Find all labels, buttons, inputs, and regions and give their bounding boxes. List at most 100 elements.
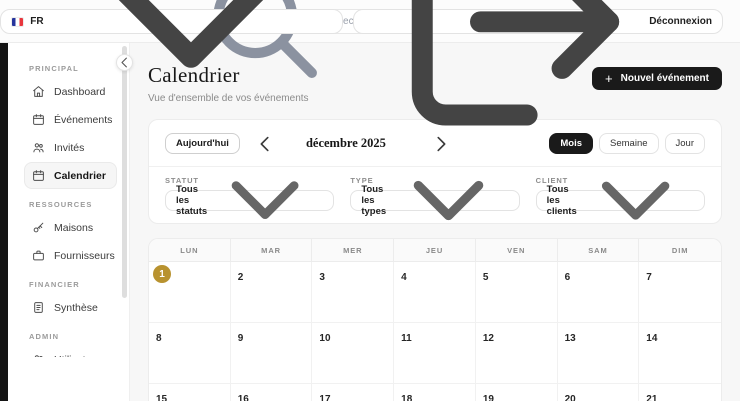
calendar-day-header: DIM — [671, 245, 689, 255]
filter-value: Tous les clients — [546, 184, 577, 217]
calendar-cell-14[interactable]: 14 — [639, 323, 721, 384]
sidebar-item-calendrier[interactable]: Calendrier — [24, 162, 117, 189]
calendar-cell-19[interactable]: 19 — [475, 384, 558, 401]
filter-value: Tous les types — [361, 184, 387, 217]
next-month-button[interactable] — [430, 133, 452, 154]
calendar-cell-18[interactable]: 18 — [394, 384, 476, 401]
users-icon — [32, 353, 45, 357]
sidebar-item-maisons[interactable]: Maisons — [24, 214, 117, 241]
view-button-mois[interactable]: Mois — [549, 133, 594, 154]
page-title: Calendrier — [148, 63, 240, 87]
filter-value: Tous les statuts — [176, 184, 208, 217]
sidebar-item-utilisateurs[interactable]: Utilisateurs — [24, 346, 117, 357]
language-label: FR — [30, 16, 44, 27]
calendar-day-header: JEU — [394, 239, 476, 261]
sidebar-item-label: Utilisateurs — [54, 354, 106, 358]
filter-statut: STATUT Tous les statuts — [165, 176, 335, 220]
calendar-cell-12[interactable]: 12 — [475, 323, 558, 384]
day-number: 2 — [237, 272, 244, 283]
filter-select-statut[interactable]: Tous les statuts — [165, 181, 335, 220]
day-number: 21 — [646, 394, 658, 401]
calendar-cell-21[interactable]: 21 — [639, 384, 721, 401]
sidebar-section: FINANCIER Synthèse — [24, 280, 117, 321]
calendar-cell-11[interactable]: 11 — [394, 323, 476, 384]
sidebar-item-fournisseurs[interactable]: Fournisseurs — [24, 242, 117, 269]
sidebar-item-label: Événements — [54, 113, 113, 126]
filter-type: TYPE Tous les types — [350, 176, 520, 221]
day-number: 14 — [646, 333, 658, 344]
calendar-icon — [32, 113, 45, 126]
logout-icon — [364, 0, 644, 161]
calendar-cell-4[interactable]: 4 — [394, 262, 476, 323]
page-subtitle: Vue d'ensemble de vos événements — [148, 93, 309, 104]
calendar-cell-8[interactable]: 8 — [149, 323, 231, 384]
sidebar: PRINCIPAL Dashboard Événements Invités Calen… — [0, 43, 133, 401]
day-number: 3 — [319, 272, 325, 283]
calendar-cell-6[interactable]: 6 — [557, 262, 640, 323]
calendar-cell-15[interactable]: 15 — [149, 384, 231, 401]
calendar-cell-17[interactable]: 17 — [312, 384, 395, 401]
filters-row: STATUT Tous les statuts TYPE Tous les types… — [165, 176, 705, 221]
topbar-actions: FR Déconnexion — [0, 0, 723, 126]
plus-icon: + — [605, 71, 613, 86]
filter-label: CLIENT — [535, 176, 569, 185]
calendar-day-header-row: LUN MAR MER JEU VEN SAM DIM — [149, 239, 721, 262]
current-month-label: décembre 2025 — [305, 136, 386, 150]
sidebar-section-title: PRINCIPAL — [29, 64, 79, 73]
day-number: 12 — [482, 333, 494, 344]
sidebar-item-label: Dashboard — [54, 85, 106, 98]
sidebar-item-invites[interactable]: Invités — [24, 134, 117, 161]
sidebar-item-synthese[interactable]: Synthèse — [24, 294, 117, 321]
today-badge: 1 — [153, 265, 171, 283]
chevron-down-icon — [207, 142, 323, 258]
sidebar-section-title: FINANCIER — [29, 280, 80, 289]
day-number: 20 — [564, 394, 576, 401]
sidebar-item-evenements[interactable]: Événements — [24, 106, 117, 133]
calendar-card: LUN MAR MER JEU VEN SAM DIM 1 2 3 4 5 6 7 8 9 10 11 12 13 1… — [148, 238, 722, 401]
sidebar-collapse-button[interactable] — [116, 54, 133, 71]
calendar-icon — [32, 169, 45, 182]
calendar-cell-13[interactable]: 13 — [557, 323, 640, 384]
sidebar-section: RESSOURCES Maisons Fournisseurs — [24, 200, 117, 269]
calendar-cell-20[interactable]: 20 — [557, 384, 640, 401]
view-toggle-group: Mois Semaine Jour — [549, 133, 705, 154]
calendar-cell-7[interactable]: 7 — [639, 262, 721, 323]
calendar-cell-16[interactable]: 16 — [230, 384, 313, 401]
calendar-day-header: MER — [312, 239, 395, 261]
day-number: 18 — [401, 394, 413, 401]
calendar-day-header: VEN — [476, 239, 558, 261]
calendar-cell-5[interactable]: 5 — [475, 262, 558, 323]
page-title-block: Calendrier Vue d'ensemble de vos événeme… — [148, 63, 309, 104]
view-button-semaine[interactable]: Semaine — [599, 133, 659, 154]
sidebar-section: ADMINUtilisateursRôles — [24, 332, 117, 357]
calendar-cell-2[interactable]: 2 — [230, 262, 313, 323]
today-button[interactable]: Aujourd'hui — [165, 133, 240, 154]
filter-client: CLIENT Tous les clients — [535, 176, 705, 220]
new-event-button[interactable]: + Nouvel événement — [592, 67, 722, 90]
chevron-down-icon — [577, 142, 694, 259]
calendar-toolbar: Aujourd'hui décembre 2025 Mois Semaine Jou… — [165, 133, 705, 154]
filter-select-type[interactable]: Tous les types — [350, 180, 520, 221]
language-selector[interactable]: FR — [0, 0, 343, 68]
day-number: 19 — [482, 394, 494, 401]
home-icon — [32, 85, 45, 98]
logout-button[interactable]: Déconnexion — [352, 0, 723, 126]
day-number: 4 — [401, 272, 407, 283]
day-number: 7 — [646, 272, 652, 283]
sidebar-item-dashboard[interactable]: Dashboard — [24, 78, 117, 105]
calendar-cell-3[interactable]: 3 — [312, 262, 395, 323]
calendar-cell-10[interactable]: 10 — [312, 323, 395, 384]
view-button-jour[interactable]: Jour — [664, 133, 705, 154]
sidebar-scrollbar[interactable] — [122, 46, 127, 298]
logout-label: Déconnexion — [649, 16, 712, 27]
calendar-day-header: LUN — [149, 239, 231, 261]
calendar-cell-1[interactable]: 1 — [149, 262, 231, 323]
chevron-down-icon — [388, 140, 509, 261]
topbar: PREMIUM CONCIERGERIE FR Déconnexion — [0, 0, 740, 126]
filter-select-client[interactable]: Tous les clients — [535, 181, 705, 220]
chevron-down-icon — [50, 0, 332, 162]
calendar-cell-9[interactable]: 9 — [230, 323, 313, 384]
day-number: 5 — [482, 272, 489, 283]
previous-month-button[interactable] — [254, 133, 276, 154]
day-number: 9 — [237, 333, 244, 344]
